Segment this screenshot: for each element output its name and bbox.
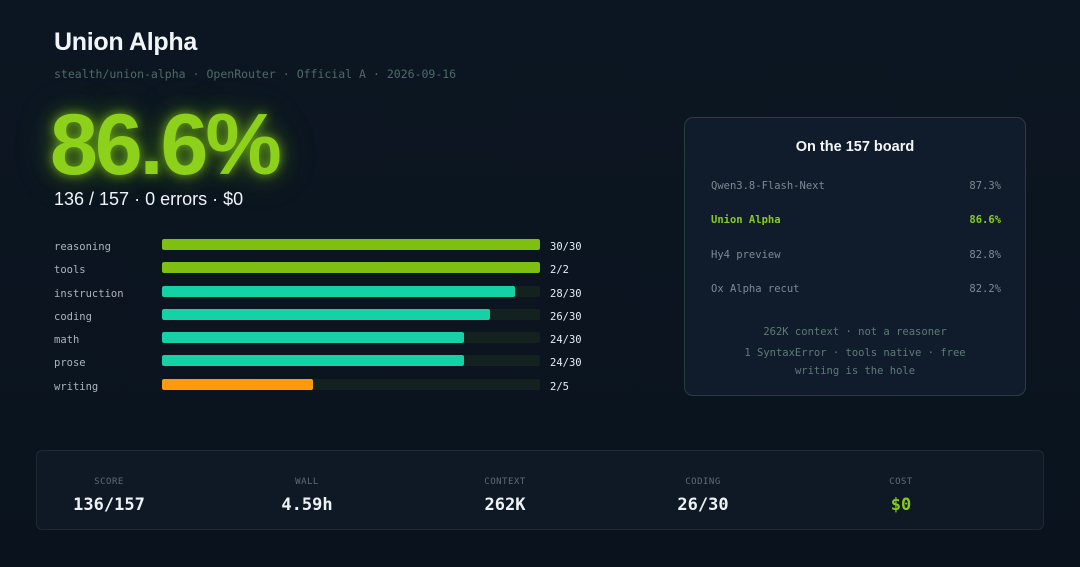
category-row: coding 26/30 [54,308,614,331]
category-bar-track [162,239,540,250]
meta-separator: · [192,67,200,81]
stat-label: WALL [295,477,319,487]
category-bar-fill [162,239,540,250]
leaderboard-row: Ox Alpha recut 82.2% [711,283,1001,299]
stat-value: 4.59h [281,495,333,515]
stat-value: 262K [484,495,526,515]
category-score: 2/2 [550,264,569,277]
category-bar-fill [162,355,465,367]
stat-wall: WALL 4.59h [207,451,407,531]
summary-separator: · [134,189,141,209]
leaderboard-model-score: 87.3% [969,180,1001,192]
leaderboard-model-name: Hy4 preview [711,249,781,261]
leaderboard-title: On the 157 board [795,139,915,155]
category-bar-track [162,308,540,320]
category-bar-track [162,332,540,344]
stat-value: 26/30 [677,495,729,515]
stat-label: SCORE [94,477,124,487]
category-bar-fill [162,262,540,274]
leaderboard-model-score: 82.8% [969,249,1001,261]
category-label: writing [54,380,99,393]
summary-separator: · [212,189,219,209]
category-bar-track [162,285,540,297]
leaderboard-model-score: 86.6% [969,214,1001,226]
meta-model-id: stealth/union-alpha [54,67,186,81]
category-bar-track [162,378,540,390]
category-bar-fill [162,308,490,320]
category-score: 30/30 [550,241,582,253]
category-bar-fill [162,285,515,297]
category-score: 2/5 [550,380,569,393]
leaderboard-note: 1 SyntaxError · tools native · free [744,347,966,359]
category-label: math [54,334,80,347]
category-score: 24/30 [550,334,582,347]
headline-score: 86.6% [50,97,282,193]
category-label: coding [54,310,92,323]
leaderboard-model-name: Ox Alpha recut [711,283,800,295]
category-row: instruction 28/30 [54,285,614,308]
stat-label: CONTEXT [484,477,526,487]
leaderboard-row: Qwen3.8-Flash-Next 87.3% [711,180,1001,196]
category-bar-track [162,262,540,274]
cost-value: $0 [223,189,244,209]
meta-separator: · [282,67,290,81]
category-bar-track [162,355,540,367]
category-bar-fill [162,332,465,344]
meta-run: Official A [296,67,366,81]
meta-separator: · [372,67,380,81]
leaderboard-row: Hy4 preview 82.8% [711,249,1001,265]
category-label: tools [54,264,86,277]
stat-coding: CODING 26/30 [603,451,803,531]
category-score: 28/30 [550,287,582,300]
leaderboard-model-name: Qwen3.8-Flash-Next [711,180,825,192]
stat-context: CONTEXT 262K [405,451,605,531]
meta-provider: OpenRouter [206,67,276,81]
stat-cost: COST $0 [801,451,1001,531]
model-meta: stealth/union-alpha · OpenRouter · Official … [54,67,456,81]
headline-summary: 136 / 157 · 0 errors · $0 [54,189,243,210]
category-row: math 24/30 [54,331,614,354]
stat-label: COST [889,477,913,487]
category-row: writing 2/5 [54,378,614,401]
stat-value: $0 [890,495,912,515]
category-label: instruction [54,287,124,300]
category-bars: reasoning 30/30 tools 2/2 instruction 28… [54,238,614,401]
error-count: 0 errors [145,189,208,209]
stat-value: 136/157 [73,495,145,515]
leaderboard-note: writing is the hole [794,365,916,377]
category-row: tools 2/2 [54,261,614,284]
stat-label: CODING [685,477,721,487]
leaderboard-note: 262K context · not a reasoner [763,326,947,338]
passed-count: 136 / 157 [54,189,130,209]
category-score: 24/30 [550,357,582,370]
category-row: prose 24/30 [54,354,614,377]
category-label: reasoning [54,241,111,253]
category-row: reasoning 30/30 [54,238,614,261]
leaderboard-row-current: Union Alpha 86.6% [711,214,1001,230]
category-label: prose [54,357,86,370]
page-title: Union Alpha [54,28,197,56]
leaderboard-model-name: Union Alpha [711,214,781,226]
meta-date: 2026-09-16 [386,67,457,81]
stats-strip: SCORE 136/157 WALL 4.59h CONTEXT 262K CO… [36,450,1044,530]
leaderboard-card: On the 157 board Qwen3.8-Flash-Next 87.3… [684,117,1026,396]
stat-score: SCORE 136/157 [9,451,209,531]
category-bar-fill [162,378,314,390]
leaderboard-model-score: 82.2% [969,283,1001,295]
category-score: 26/30 [550,310,582,323]
